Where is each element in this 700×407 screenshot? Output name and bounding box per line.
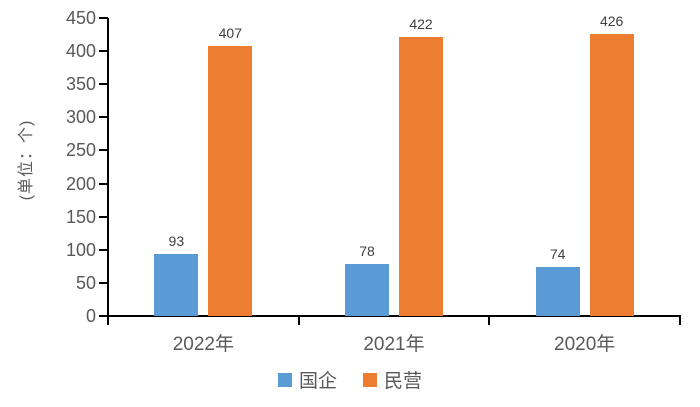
bar-国企-2020年 [535,266,580,316]
x-category-label: 2021年 [363,334,425,355]
x-tick-mark [488,316,491,325]
bar-国企-2022年 [154,254,199,316]
bar-民营-2021年 [399,36,443,316]
y-tick-label: 450 [65,8,96,28]
bar-民营-2022年 [208,46,253,316]
y-tick-mark [99,50,108,53]
bar-value-label: 74 [549,245,566,262]
legend-swatch-icon [277,372,292,387]
y-tick-label: 100 [65,239,96,260]
y-tick-mark [99,315,108,317]
x-tick-mark [107,316,109,325]
bar-value-label: 426 [599,12,624,29]
y-tick-label: 350 [65,74,96,95]
y-tick-label: 200 [65,173,96,194]
x-axis-line [107,315,681,317]
y-axis-line [107,18,109,317]
y-tick-mark [99,116,108,119]
y-tick-mark [99,83,108,86]
legend: 国企 民营 [0,366,700,393]
y-tick-label: 0 [85,306,96,326]
bar-value-label: 407 [218,25,242,42]
bar-value-label: 422 [409,15,433,32]
x-category-label: 2020年 [554,334,616,355]
bar-国企-2021年 [345,264,389,316]
y-tick-label: 400 [65,41,96,62]
legend-item-国企: 国企 [277,366,337,393]
legend-label: 民营 [384,371,423,392]
y-axis-title: (单位：个) [18,119,35,201]
y-tick-mark [99,281,108,284]
bar-value-label: 93 [168,233,185,250]
y-tick-mark [99,182,108,185]
y-tick-mark [99,215,108,218]
y-tick-mark [99,17,108,19]
x-tick-mark [679,316,681,325]
y-tick-label: 250 [65,140,96,161]
y-tick-label: 300 [65,107,96,128]
legend-swatch-icon [363,372,377,387]
legend-label: 国企 [298,371,337,392]
legend-item-民营: 民营 [363,366,422,393]
bar-value-label: 78 [359,243,375,260]
x-category-label: 2022年 [172,334,234,355]
y-tick-mark [99,248,108,251]
y-tick-label: 50 [75,272,96,293]
y-tick-mark [99,149,108,152]
bar-民营-2020年 [589,33,634,316]
x-tick-mark [297,316,300,325]
y-tick-label: 150 [65,206,96,227]
